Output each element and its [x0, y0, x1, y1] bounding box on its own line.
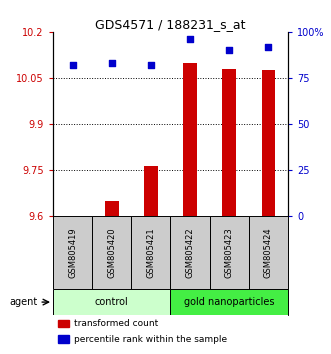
- Text: transformed count: transformed count: [74, 319, 158, 328]
- Point: [109, 60, 114, 66]
- Title: GDS4571 / 188231_s_at: GDS4571 / 188231_s_at: [95, 18, 246, 31]
- Bar: [222, 69, 236, 216]
- Bar: [261, 70, 275, 216]
- Bar: [210, 216, 249, 289]
- Text: GSM805422: GSM805422: [186, 227, 195, 278]
- Bar: [131, 216, 170, 289]
- Bar: [144, 166, 158, 216]
- Text: GSM805421: GSM805421: [146, 227, 155, 278]
- Bar: [183, 63, 197, 216]
- Bar: [105, 201, 118, 216]
- Bar: [53, 289, 170, 315]
- Text: GSM805419: GSM805419: [68, 227, 77, 278]
- Bar: [58, 335, 70, 343]
- Text: gold nanoparticles: gold nanoparticles: [184, 297, 274, 307]
- Text: control: control: [95, 297, 128, 307]
- Bar: [170, 216, 210, 289]
- Bar: [249, 216, 288, 289]
- Text: agent: agent: [10, 297, 38, 307]
- Text: percentile rank within the sample: percentile rank within the sample: [74, 335, 227, 343]
- Point: [148, 62, 154, 68]
- Text: GSM805424: GSM805424: [264, 227, 273, 278]
- Text: GSM805420: GSM805420: [107, 227, 116, 278]
- Point: [187, 36, 193, 42]
- Text: GSM805423: GSM805423: [225, 227, 234, 278]
- Point: [70, 62, 75, 68]
- Bar: [92, 216, 131, 289]
- Point: [226, 47, 232, 53]
- Point: [266, 44, 271, 50]
- Bar: [170, 289, 288, 315]
- Bar: [53, 216, 92, 289]
- Bar: [58, 320, 70, 327]
